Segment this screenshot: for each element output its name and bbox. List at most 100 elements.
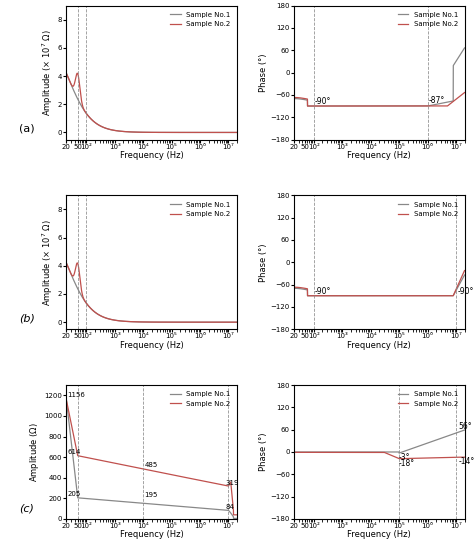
Sample No.1 (291, 285, 297, 292)
Sample No.2 (137, 319, 142, 325)
Text: -90°: -90° (457, 287, 474, 296)
Sample No.1 (234, 129, 240, 136)
Sample No.1 (440, 292, 446, 299)
Sample No.2 (320, 449, 326, 456)
Sample No.1 (231, 319, 237, 325)
Sample No.2 (234, 129, 240, 136)
Sample No.2 (137, 129, 142, 136)
Sample No.1 (64, 259, 69, 266)
Text: -3°: -3° (399, 453, 410, 462)
X-axis label: Frequency (Hz): Frequency (Hz) (347, 151, 411, 160)
Sample No.2 (458, 454, 464, 460)
Sample No.2 (356, 292, 362, 299)
Sample No.2 (364, 292, 370, 299)
Sample No.2 (93, 120, 99, 127)
Text: (c): (c) (19, 503, 34, 513)
Sample No.1 (93, 120, 99, 127)
Line: Sample No.1: Sample No.1 (66, 263, 237, 322)
Text: 56°: 56° (458, 422, 472, 431)
Sample No.2 (364, 103, 370, 109)
Sample No.1 (234, 319, 240, 325)
Sample No.1 (93, 496, 99, 503)
Sample No.2 (83, 299, 89, 306)
Sample No.2 (212, 319, 218, 325)
Sample No.1 (212, 506, 218, 513)
Legend: Sample No.1, Sample No.2: Sample No.1, Sample No.2 (395, 388, 461, 410)
Sample No.1 (291, 449, 297, 455)
X-axis label: Frequency (Hz): Frequency (Hz) (347, 341, 411, 350)
Text: 614: 614 (67, 449, 81, 455)
Sample No.1 (458, 428, 464, 435)
Sample No.1 (320, 449, 326, 455)
Line: Sample No.1: Sample No.1 (66, 73, 237, 132)
Text: 205: 205 (67, 492, 81, 497)
Sample No.1 (212, 319, 218, 325)
Sample No.1 (305, 103, 310, 109)
Sample No.1 (356, 449, 362, 455)
Sample No.2 (212, 129, 218, 136)
Sample No.2 (396, 455, 402, 462)
Sample No.2 (321, 292, 327, 299)
Sample No.2 (305, 292, 310, 299)
Sample No.2 (440, 454, 446, 461)
Legend: Sample No.1, Sample No.2: Sample No.1, Sample No.2 (395, 199, 461, 220)
Line: Sample No.2: Sample No.2 (66, 400, 237, 515)
Line: Sample No.2: Sample No.2 (66, 263, 237, 322)
Sample No.2 (64, 70, 69, 76)
Line: Sample No.1: Sample No.1 (294, 430, 465, 453)
Sample No.1 (137, 499, 142, 506)
Line: Sample No.1: Sample No.1 (294, 275, 465, 296)
X-axis label: Frequency (Hz): Frequency (Hz) (120, 341, 183, 350)
Sample No.1 (310, 103, 316, 109)
Text: (b): (b) (19, 314, 35, 324)
Sample No.2 (231, 319, 237, 325)
Y-axis label: Phase (°): Phase (°) (258, 433, 267, 471)
Line: Sample No.2: Sample No.2 (294, 453, 465, 459)
Sample No.1 (364, 292, 370, 299)
Sample No.2 (305, 103, 310, 109)
Sample No.1 (129, 319, 135, 325)
Line: Sample No.1: Sample No.1 (66, 400, 237, 518)
Legend: Sample No.1, Sample No.2: Sample No.1, Sample No.2 (168, 388, 234, 410)
Sample No.1 (440, 434, 446, 441)
Sample No.2 (74, 70, 80, 76)
Sample No.1 (231, 515, 237, 522)
Sample No.2 (462, 89, 467, 96)
Text: 319: 319 (226, 480, 239, 485)
X-axis label: Frequency (Hz): Frequency (Hz) (120, 531, 183, 540)
Sample No.1 (310, 449, 316, 455)
Text: 84: 84 (226, 504, 235, 510)
Sample No.2 (356, 449, 362, 456)
Sample No.2 (462, 454, 467, 460)
Sample No.1 (321, 292, 327, 299)
Sample No.2 (440, 292, 446, 299)
Sample No.2 (129, 319, 135, 325)
Sample No.2 (83, 109, 89, 116)
Y-axis label: Phase (°): Phase (°) (258, 54, 267, 92)
Text: -90°: -90° (315, 97, 331, 106)
Sample No.2 (310, 292, 316, 299)
Text: (a): (a) (19, 124, 35, 134)
Sample No.2 (234, 319, 240, 325)
Sample No.2 (212, 480, 218, 487)
Sample No.1 (458, 278, 464, 285)
Sample No.1 (83, 495, 89, 502)
Sample No.2 (231, 512, 237, 518)
Sample No.1 (212, 129, 218, 136)
Sample No.1 (321, 103, 327, 109)
Sample No.1 (291, 95, 297, 102)
Sample No.2 (231, 129, 237, 136)
Sample No.1 (356, 103, 362, 109)
Sample No.2 (356, 103, 362, 109)
Text: -14°: -14° (458, 457, 474, 466)
Sample No.2 (74, 259, 80, 266)
Sample No.1 (364, 449, 370, 455)
Y-axis label: Amplitude ($\times$ 10$^7$ $\Omega$): Amplitude ($\times$ 10$^7$ $\Omega$) (40, 29, 55, 116)
Legend: Sample No.1, Sample No.2: Sample No.1, Sample No.2 (168, 199, 234, 220)
Sample No.2 (291, 94, 297, 101)
Sample No.2 (83, 454, 89, 461)
Legend: Sample No.1, Sample No.2: Sample No.1, Sample No.2 (395, 9, 461, 30)
Sample No.1 (234, 515, 240, 522)
Sample No.1 (231, 515, 237, 522)
Sample No.2 (234, 512, 240, 518)
